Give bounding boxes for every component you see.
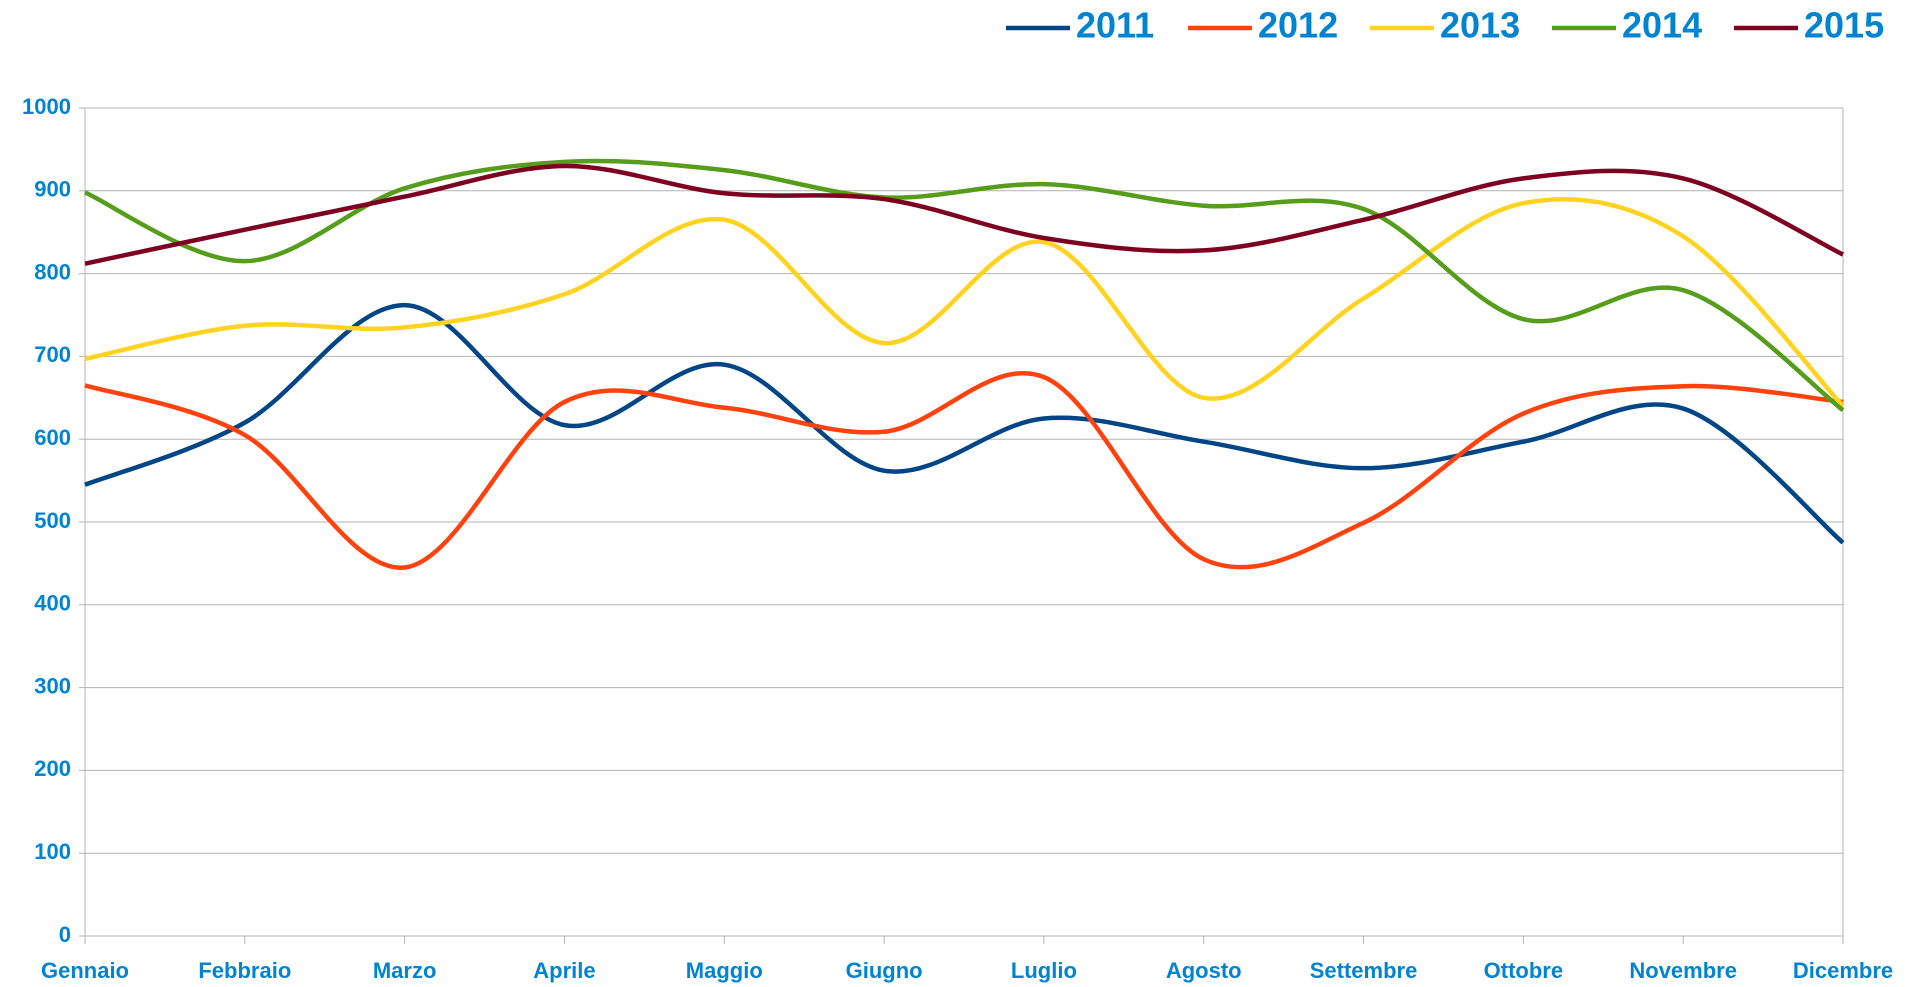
- x-tick-label: Novembre: [1629, 958, 1737, 983]
- line-series: [84, 370, 1844, 570]
- x-tick-label: Marzo: [373, 958, 437, 983]
- x-tick-label: Ottobre: [1484, 958, 1563, 983]
- x-tick-label: Agosto: [1166, 958, 1242, 983]
- legend-label: 2011: [1076, 5, 1154, 46]
- x-tick-label: Aprile: [533, 958, 595, 983]
- x-tick-label: Giugno: [846, 958, 923, 983]
- legend-label: 2012: [1258, 5, 1338, 46]
- legend-label: 2013: [1440, 5, 1520, 46]
- y-tick-label: 100: [34, 839, 71, 864]
- line-series: [84, 197, 1845, 408]
- y-tick-label: 1000: [22, 94, 71, 119]
- x-tick-label: Febbraio: [198, 958, 291, 983]
- x-tick-label: Luglio: [1011, 958, 1077, 983]
- y-tick-label: 200: [34, 756, 71, 781]
- line-series: [84, 158, 1845, 413]
- x-tick-label: Gennaio: [41, 958, 129, 983]
- y-tick-label: 300: [34, 673, 71, 698]
- y-tick-label: 0: [59, 922, 71, 947]
- line-series: [84, 163, 1844, 266]
- y-tick-label: 500: [34, 508, 71, 533]
- x-tick-label: Dicembre: [1793, 958, 1893, 983]
- y-tick-label: 900: [34, 177, 71, 202]
- y-tick-label: 800: [34, 259, 71, 284]
- legend-label: 2015: [1804, 5, 1884, 46]
- y-tick-label: 700: [34, 342, 71, 367]
- y-tick-label: 400: [34, 591, 71, 616]
- y-tick-label: 600: [34, 425, 71, 450]
- x-tick-label: Maggio: [686, 958, 763, 983]
- x-tick-label: Settembre: [1310, 958, 1418, 983]
- line-series: [84, 302, 1845, 545]
- legend-label: 2014: [1622, 5, 1702, 46]
